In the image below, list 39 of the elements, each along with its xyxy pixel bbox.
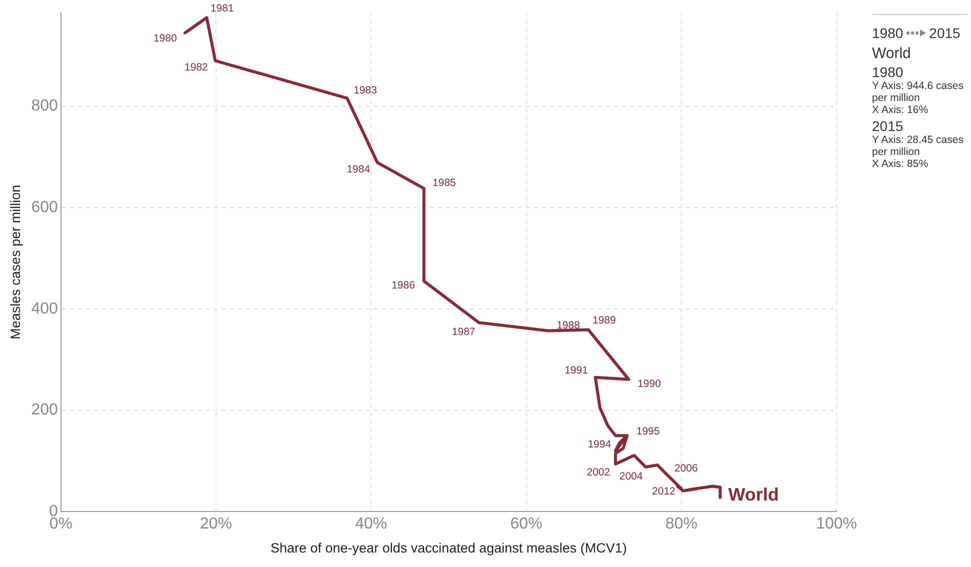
annotation: 1987 [452, 326, 476, 338]
annotation: 2012 [652, 486, 676, 498]
text: Y Axis: 944.6 cases per million [872, 80, 964, 104]
annotation: 1988 [556, 319, 580, 332]
series-label: World [728, 484, 779, 504]
y-tick-label: 800 [31, 98, 58, 115]
annotation: 1982 [184, 61, 208, 74]
annotation: 1983 [354, 84, 378, 96]
x-tick-label: 100% [816, 516, 857, 533]
x-tick-label: 80% [665, 516, 698, 533]
annotation: 1995 [636, 426, 660, 438]
y-tick-label: 600 [31, 199, 58, 216]
annotation: 1981 [210, 2, 234, 14]
text: 2015 [929, 25, 960, 41]
annotation: 1985 [432, 177, 456, 190]
y-axis-title: Measles cases per million [8, 184, 23, 340]
annotation: 2002 [586, 466, 610, 478]
annotation: 1989 [592, 314, 616, 327]
text: World [872, 45, 911, 62]
text: 1980 [872, 25, 904, 41]
x-tick-label: 60% [510, 516, 542, 533]
text: X Axis: 16% [872, 104, 930, 116]
x-tick-label: 20% [200, 516, 232, 533]
y-tick-label: 400 [31, 300, 58, 318]
text: X Axis: 85% [872, 158, 930, 170]
y-tick-label: 200 [31, 402, 58, 419]
annotation: 1984 [346, 163, 370, 176]
annotation: 2004 [619, 470, 643, 482]
annotation: 1991 [564, 364, 588, 376]
annotation: 1994 [588, 438, 612, 450]
x-axis-title: Share of one-year olds vaccinated against measles (MCV1) [270, 540, 627, 556]
text: 2015 [872, 118, 904, 134]
annotation: 1980 [153, 32, 177, 44]
annotation: 2006 [674, 462, 698, 474]
text: Y Axis: 28.45 cases per million [872, 134, 964, 158]
x-tick-label: 40% [355, 516, 388, 533]
annotation: 1986 [392, 279, 416, 292]
text: 1980 [872, 64, 904, 80]
annotation: 1990 [638, 378, 662, 390]
